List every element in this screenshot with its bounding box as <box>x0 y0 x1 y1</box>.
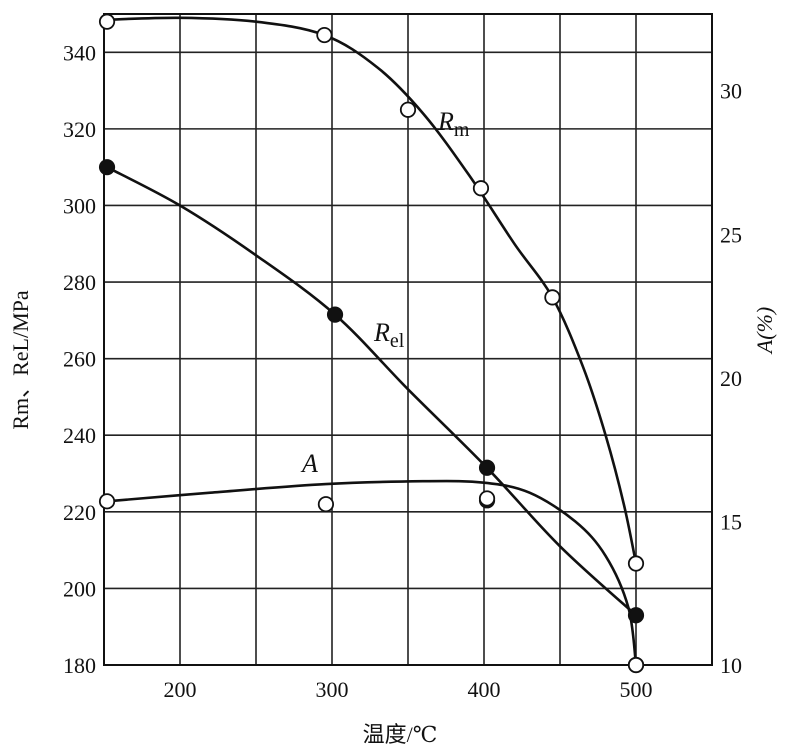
data-point-rel <box>627 607 645 624</box>
data-point-a <box>98 493 116 510</box>
data-point-rm <box>98 13 116 30</box>
data-points <box>98 13 645 674</box>
series-line-a <box>106 479 638 666</box>
data-point-rel <box>478 459 496 476</box>
y-left-axis-title: Rm、ReL/MPa <box>8 290 33 430</box>
data-point-rm <box>472 180 490 197</box>
y-right-tick-label: 25 <box>720 222 742 247</box>
data-point-rm <box>544 289 561 306</box>
y-left-tick-label: 220 <box>63 500 96 525</box>
y-left-tick-label: 200 <box>63 576 96 601</box>
y-right-tick-label: 10 <box>720 653 742 678</box>
x-tick-label: 200 <box>164 677 197 702</box>
y-left-tick-label: 340 <box>63 40 96 65</box>
data-point-rel <box>98 159 116 176</box>
series-label-a: A <box>300 449 318 478</box>
series-line-rel <box>106 166 637 617</box>
x-axis-title: 温度/℃ <box>363 722 438 747</box>
data-point-a <box>317 496 335 513</box>
data-point-a <box>627 656 645 674</box>
y-right-tick-label: 20 <box>720 366 742 391</box>
plot-frame <box>103 13 713 666</box>
series-label-rel: Rel <box>373 318 405 352</box>
x-tick-label: 400 <box>468 677 501 702</box>
data-point-rm <box>627 555 645 572</box>
series-label-rm: Rm <box>437 107 470 141</box>
series-lines <box>106 16 638 666</box>
y-right-axis-title: A(%) <box>752 307 777 355</box>
y-right-tick-label: 15 <box>720 509 742 534</box>
series-labels: Rm Rel A <box>300 107 470 478</box>
y-left-tick-label: 280 <box>63 270 96 295</box>
y-right-tick-label: 30 <box>720 79 742 104</box>
data-point-rm <box>316 26 333 44</box>
grid-lines <box>104 14 712 665</box>
y-left-tick-label: 240 <box>63 423 96 448</box>
y-left-tick-label: 180 <box>63 653 96 678</box>
y-left-tick-label: 320 <box>63 117 96 142</box>
series-line-rm <box>106 16 638 564</box>
x-tick-label: 500 <box>620 677 653 702</box>
y-left-tick-label: 300 <box>63 193 96 218</box>
data-point-a <box>478 490 496 507</box>
data-point-rel <box>326 306 344 323</box>
tick-labels: 180 200 220 240 260 280 300 320 340 10 15 20 25 30 200… <box>63 40 742 702</box>
data-point-rm <box>399 101 417 118</box>
x-tick-label: 300 <box>316 677 349 702</box>
y-left-tick-label: 260 <box>63 347 96 372</box>
